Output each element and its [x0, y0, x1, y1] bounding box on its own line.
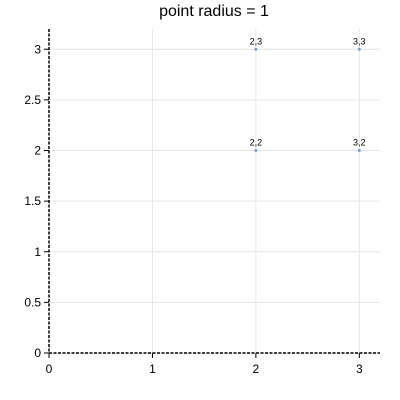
- grid-lines: [48, 29, 380, 354]
- data-point: [357, 47, 361, 51]
- data-points: 2,3 3,3 2,2 3,2: [250, 36, 366, 152]
- data-label: 3,3: [353, 36, 366, 46]
- y-tick-label: 0: [34, 346, 41, 360]
- chart-title: point radius = 1: [159, 3, 269, 20]
- data-label: 3,2: [353, 138, 366, 148]
- y-tick-label: 1.5: [24, 194, 41, 208]
- x-tick-label: 1: [149, 362, 156, 376]
- y-tick-label: 1: [34, 245, 41, 259]
- y-tick-label: 0.5: [24, 295, 41, 309]
- data-point: [357, 149, 361, 152]
- data-label: 2,2: [250, 138, 263, 148]
- x-tick-label: 0: [46, 362, 53, 376]
- y-tick-label: 2.5: [24, 93, 41, 107]
- data-point: [254, 47, 258, 51]
- y-tick-label: 2: [34, 144, 41, 158]
- x-tick-label: 3: [356, 362, 363, 376]
- y-tick-label: 3: [34, 42, 41, 56]
- tick-labels: 0 1 2 3 0 0.5 1 1.5 2 2.5 3: [24, 42, 363, 376]
- x-tick-label: 2: [253, 362, 260, 376]
- data-point: [254, 149, 258, 152]
- axes: [44, 29, 380, 358]
- data-label: 2,3: [250, 36, 263, 46]
